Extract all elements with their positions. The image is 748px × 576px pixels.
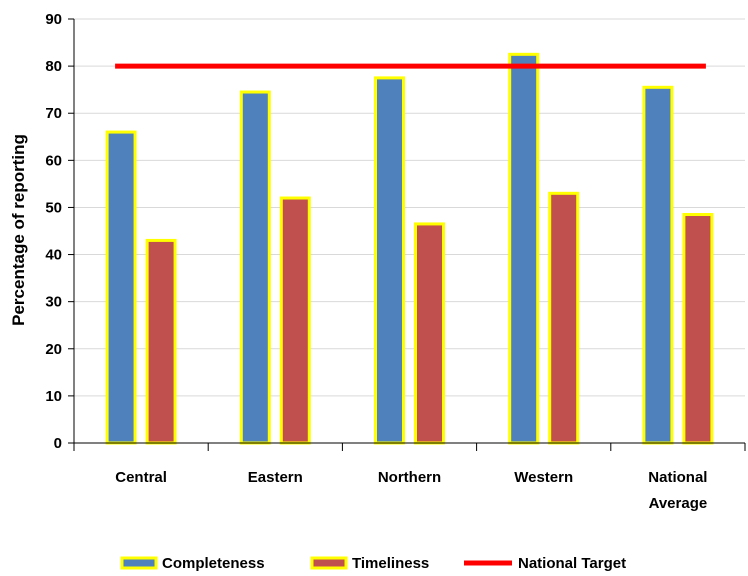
bar-completeness-0 xyxy=(105,130,137,445)
bar-timeliness-1 xyxy=(279,196,311,445)
gridlines xyxy=(74,18,745,397)
bars xyxy=(105,52,714,445)
legend-label: National Target xyxy=(518,555,626,572)
legend: Completeness Timeliness National Target xyxy=(120,555,626,572)
y-tick-label: 10 xyxy=(45,388,62,405)
y-tick-labels: 0 10 20 30 40 50 60 70 80 90 xyxy=(45,11,62,452)
category-label: Average xyxy=(649,495,708,512)
legend-swatch xyxy=(310,556,348,570)
category-labels: Central Eastern Northern Western National Ave… xyxy=(115,469,707,512)
bar-timeliness-0 xyxy=(145,238,177,445)
bar-completeness-3 xyxy=(508,52,540,445)
bar-completeness-4 xyxy=(642,85,674,445)
y-tick-label: 90 xyxy=(45,11,62,28)
bar-timeliness-4 xyxy=(682,213,714,445)
legend-swatch xyxy=(120,556,158,570)
category-label: Western xyxy=(514,469,573,486)
legend-label: Timeliness xyxy=(352,555,429,572)
category-label: Eastern xyxy=(248,469,303,486)
y-tick-label: 60 xyxy=(45,152,62,169)
bar-timeliness-3 xyxy=(548,191,580,445)
category-label: National xyxy=(648,469,707,486)
y-tick-label: 30 xyxy=(45,294,62,311)
bar-completeness-2 xyxy=(374,76,405,445)
y-tick-label: 20 xyxy=(45,341,62,358)
y-tick-label: 40 xyxy=(45,247,62,264)
category-label: Central xyxy=(115,469,167,486)
bar-timeliness-2 xyxy=(414,222,445,445)
y-axis-title: Percentage of reporting xyxy=(9,134,28,326)
y-tick-label: 50 xyxy=(45,199,62,216)
y-tick-label: 70 xyxy=(45,105,62,122)
legend-label: Completeness xyxy=(162,555,265,572)
axes xyxy=(68,18,746,451)
bar-completeness-1 xyxy=(239,90,271,445)
y-tick-label: 0 xyxy=(54,435,62,452)
y-tick-label: 80 xyxy=(45,58,62,75)
category-label: Northern xyxy=(378,469,441,486)
